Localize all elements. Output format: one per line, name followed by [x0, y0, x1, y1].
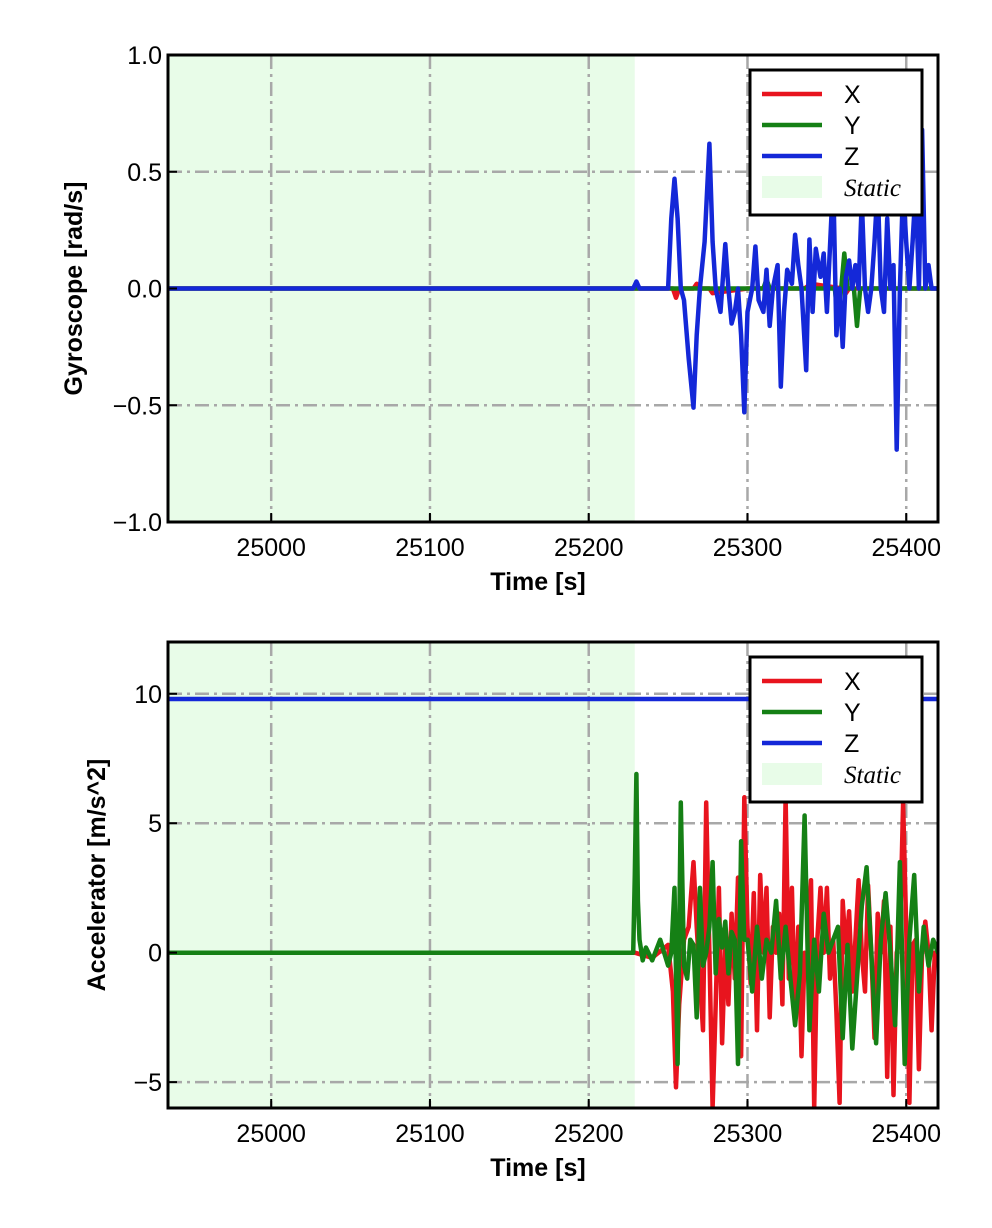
x-tick-label: 25300 — [713, 1120, 783, 1148]
y-tick-label: 0.5 — [127, 159, 162, 187]
gyroscope-panel: 25000 25100 25200 25300 25400 1.0 0.5 0.0 −0.5 −1… — [60, 42, 941, 596]
y-tick-label: 1.0 — [127, 42, 162, 70]
legend: XYZ Static — [748, 655, 924, 804]
legend-swatch-static — [762, 763, 822, 785]
legend-label-z: Z — [844, 730, 859, 758]
y-axis-label: Gyroscope [rad/s] — [60, 182, 88, 396]
y-tick-label: 10 — [134, 681, 162, 709]
legend-label-y: Y — [844, 112, 861, 140]
legend-label-y: Y — [844, 699, 861, 727]
accelerator-panel: 25000 25100 25200 25300 25400 10 5 0 −5 Time [s] A… — [83, 640, 941, 1182]
series-line-x — [168, 795, 938, 1108]
legend-label-x: X — [844, 668, 861, 696]
y-tick-label: 0 — [148, 940, 162, 968]
x-axis-label: Time [s] — [490, 568, 585, 596]
static-region — [168, 642, 635, 1108]
axes-frame — [166, 640, 940, 1110]
legend-label-x: X — [844, 81, 861, 109]
series-line-z — [168, 127, 938, 452]
y-tick-label: 0.0 — [127, 276, 162, 304]
y-tick-label: −5 — [133, 1069, 162, 1097]
x-axis-label: Time [s] — [490, 1154, 585, 1182]
y-tick-label: −1.0 — [113, 509, 162, 537]
x-tick-label: 25400 — [871, 534, 941, 562]
legend: XYZ Static — [748, 68, 924, 217]
x-tick-label: 25000 — [236, 534, 306, 562]
x-tick-label: 25100 — [395, 534, 465, 562]
legend-label-z: Z — [844, 143, 859, 171]
x-tick-label: 25000 — [236, 1120, 306, 1148]
legend-swatch-static — [762, 176, 822, 198]
x-tick-label: 25200 — [554, 534, 624, 562]
x-tick-label: 25200 — [554, 1120, 624, 1148]
y-tick-label: 5 — [148, 810, 162, 838]
series-line-y — [168, 771, 938, 1067]
y-tick-label: −0.5 — [113, 392, 162, 420]
legend-label-static: Static — [844, 762, 901, 789]
y-axis-label: Accelerator [m/s^2] — [83, 759, 111, 992]
x-tick-label: 25400 — [871, 1120, 941, 1148]
x-tick-label: 25300 — [713, 534, 783, 562]
legend-label-static: Static — [844, 175, 901, 202]
x-tick-label: 25100 — [395, 1120, 465, 1148]
